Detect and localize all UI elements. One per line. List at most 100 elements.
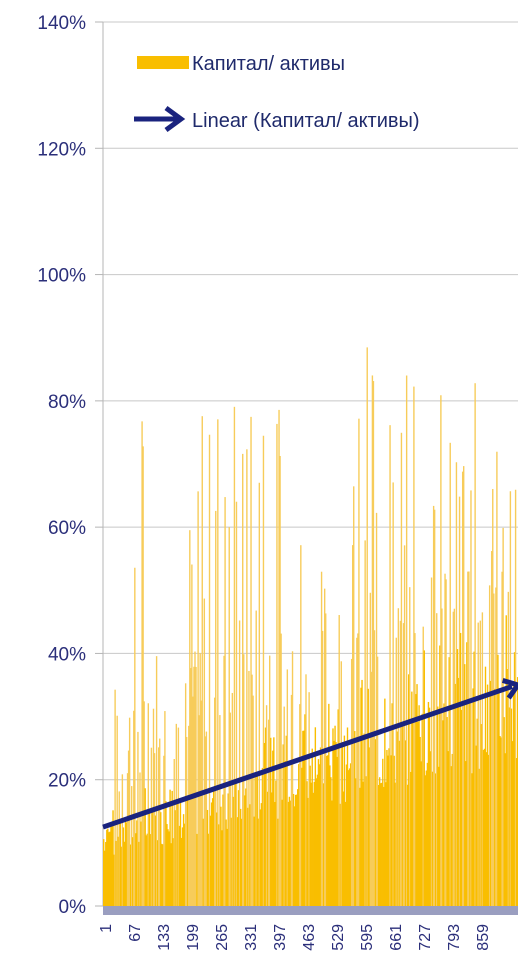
bar [221,830,223,906]
bar [455,462,458,906]
bar [163,755,165,906]
bar [512,683,515,906]
bar [481,612,484,906]
bar [286,669,289,906]
bar [384,698,386,906]
bar [401,723,404,906]
bar [321,630,324,906]
bar [415,694,417,906]
bar [105,842,107,906]
bar [176,802,179,906]
bar [346,727,349,906]
bar [275,780,277,906]
bar [297,789,299,906]
bar [349,763,352,906]
bar [358,418,360,906]
bar [172,838,174,906]
bar [457,677,460,906]
bar [128,717,131,906]
bar [234,779,237,906]
bar [114,689,116,906]
bar [397,608,400,906]
bar [258,482,261,906]
bar [302,730,304,906]
bar [229,712,231,906]
legend-label-trend-main: Linear [192,110,248,132]
y-tick-label: 40% [48,644,86,665]
bar [317,759,320,906]
bar [183,823,186,906]
bar [337,709,339,906]
bar [232,796,235,906]
bar [220,806,222,906]
bar [145,835,147,906]
bar [119,821,121,906]
bar [446,717,448,906]
bar [248,670,250,906]
bar [263,742,266,906]
bar [410,771,412,906]
bar [226,828,228,906]
bar [265,705,268,906]
bar [201,416,203,906]
x-tick-label: 331 [243,924,260,951]
bar [174,810,176,906]
legend: Капитал/ активы Linear (Капитал/ активы) [134,53,420,133]
bar [508,707,511,906]
bar [154,815,157,906]
bar [287,801,290,906]
x-tick-label: 727 [417,924,434,951]
bar [205,731,208,906]
bar [383,786,385,906]
bar [325,613,327,906]
bar [482,749,485,906]
bar [129,844,132,906]
bar [142,446,144,906]
bar [422,626,424,906]
bar [311,748,313,906]
bar [233,406,236,906]
bar [435,773,437,906]
bar [474,383,476,907]
bar [326,755,328,906]
trendline-line [102,684,513,830]
bar [274,801,276,906]
bar [494,688,496,906]
bar [499,736,501,906]
bar [495,587,497,906]
bar [408,674,410,906]
y-tick-label: 0% [59,897,87,918]
bar [111,825,113,906]
bar [454,683,457,906]
bar [144,788,146,906]
bar [506,669,508,906]
bar [328,703,330,906]
bar [429,751,432,906]
bar [333,740,335,906]
trendline-arrowhead [501,678,518,700]
bar [157,747,160,906]
bar [187,799,189,906]
bar [136,820,138,906]
bar [375,512,378,906]
bar [208,434,211,906]
bar [362,781,364,906]
bar [310,782,312,906]
bar [471,773,473,906]
bar [447,751,449,906]
bar [266,791,269,906]
bar [162,844,164,906]
bar [195,666,197,906]
bar [103,839,105,906]
bar [308,692,310,906]
bar [493,593,495,906]
bar [339,803,341,906]
bar [360,687,362,906]
bar [437,706,439,906]
bar [192,696,194,906]
bar [271,792,273,906]
bar [169,789,171,906]
bar [288,796,291,906]
bar [270,737,272,906]
